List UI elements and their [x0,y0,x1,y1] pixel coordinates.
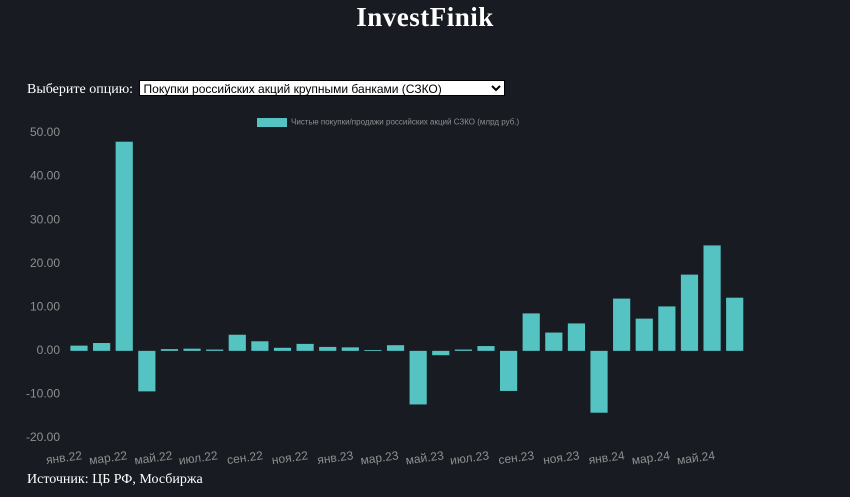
y-tick-label: 50.00 [30,125,60,139]
bar [522,313,540,351]
bar [341,347,359,351]
site-title: InvestFinik [356,2,494,32]
y-tick-label: 30.00 [30,212,60,226]
bar [251,341,269,351]
x-tick-label: янв.22 [45,448,83,467]
bar [93,343,111,351]
x-tick-label: май.24 [676,448,716,467]
x-tick-label: ноя.23 [542,448,580,467]
bar [160,349,179,351]
y-tick-label: 20.00 [30,256,60,270]
bar [726,297,744,351]
bar [296,343,314,351]
x-tick-label: май.23 [405,448,445,467]
bar [567,323,586,351]
bar [658,306,676,351]
bar [500,350,518,391]
bar [477,346,495,351]
y-tick-label: 10.00 [30,299,60,313]
bar [183,348,201,351]
source: Источник: ЦБ РФ, Мосбиржа [27,472,203,487]
x-tick-label: янв.24 [588,448,626,467]
bar [703,245,721,351]
bar [138,350,156,392]
x-tick-label: мар.22 [88,448,128,467]
bar [432,350,450,356]
option-select[interactable]: Покупки российских акций крупными банкам… [138,80,505,96]
bar [319,346,337,351]
x-tick-label: июл.23 [449,448,490,467]
x-tick-label: май.22 [133,448,173,467]
y-tick-label: 40.00 [30,169,60,183]
bar [364,349,382,351]
bar [386,345,405,351]
bar [409,350,427,405]
y-tick-label: 0.00 [37,343,61,357]
x-tick-label: июл.22 [178,448,219,467]
bar [454,349,472,351]
legend-label: Чистые покупки/продажи российских акций … [291,118,519,127]
bar [115,141,133,351]
bar [273,347,292,351]
y-tick-label: -20.00 [26,430,60,444]
x-tick-label: янв.23 [316,448,354,467]
y-tick-label: -10.00 [26,387,60,401]
bar [206,349,224,351]
bar [228,334,246,351]
picker-label: Выберите опцию: [27,82,134,97]
x-tick-label: ноя.22 [271,448,309,467]
bar [680,274,699,351]
x-tick-label: мар.23 [360,448,400,467]
option-picker: Выберите опцию: Покупки российских акций… [27,80,505,98]
x-tick-label: сен.22 [226,448,264,467]
x-tick-label: сен.23 [497,448,535,467]
bar [635,318,653,351]
legend-swatch [257,118,287,127]
bar [613,298,631,351]
bar [70,345,88,351]
bar [545,332,563,351]
bar [590,350,608,413]
x-tick-label: мар.24 [631,448,671,467]
